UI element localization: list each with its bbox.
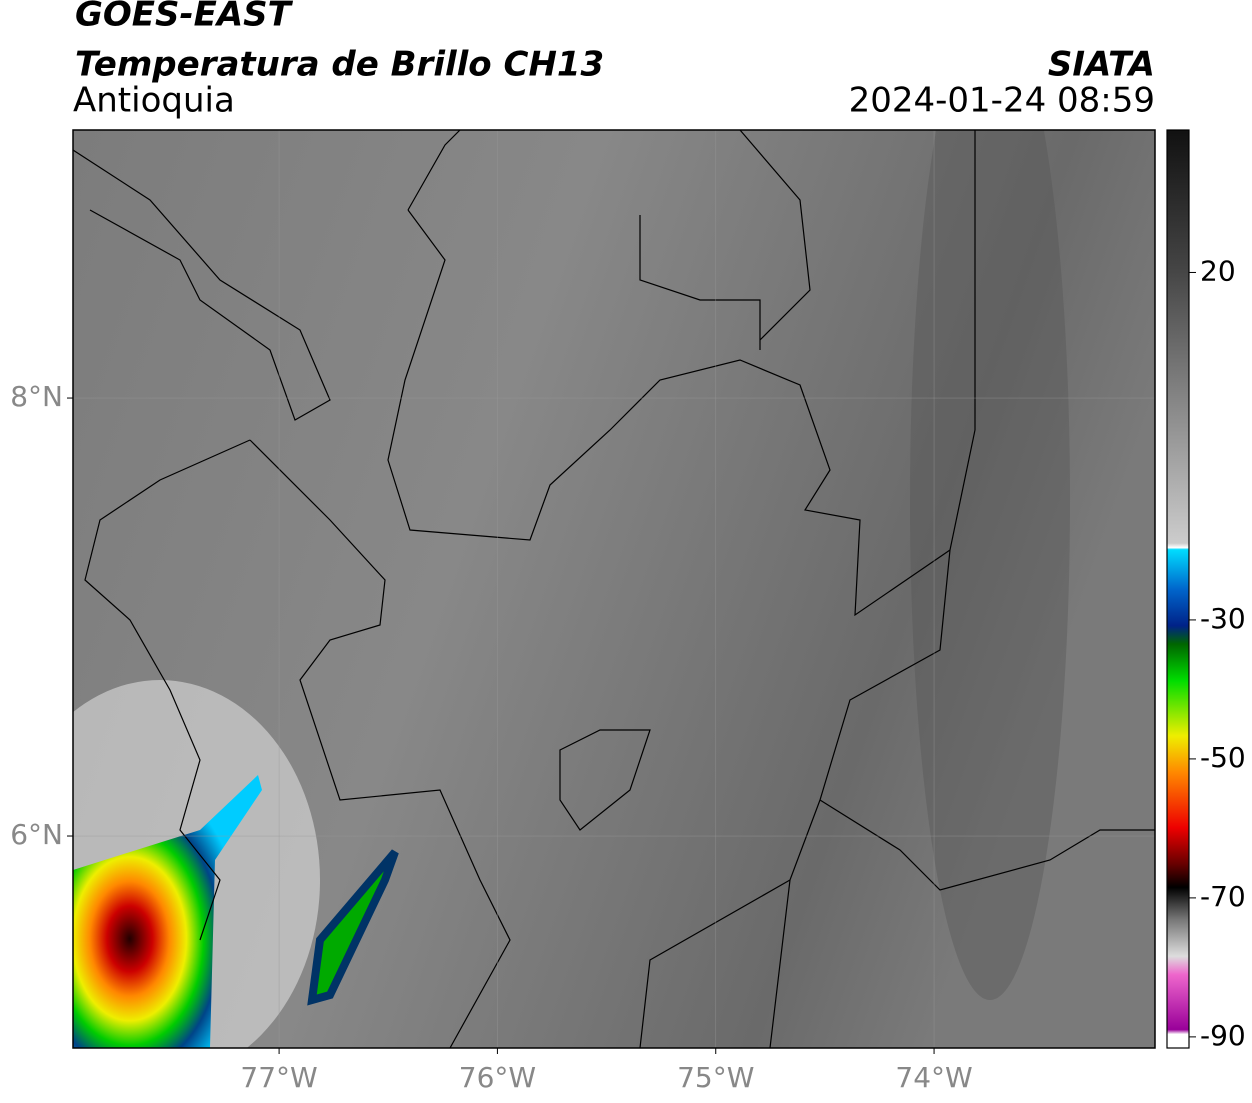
x-tick-label: 75°W [677,1061,754,1094]
grid [73,130,1155,1048]
colorbar [1166,129,1190,1049]
colorbar-tick-label: -30 [1200,602,1246,635]
x-tick-label: 76°W [459,1061,536,1094]
title: GOES-EAST [75,0,294,35]
boundaries [73,130,1155,1048]
map-frame [72,129,1156,1049]
y-tick-label: 8°N [10,380,63,413]
colorbar-tick-label: -90 [1200,1019,1246,1052]
x-tick-label: 77°W [240,1061,317,1094]
storm-cell [307,849,399,1006]
region: Antioquia [73,81,235,121]
colorbar-tick-label: -50 [1200,741,1246,774]
x-tick-label: 74°W [895,1061,972,1094]
y-tick-label: 6°N [10,818,63,851]
colorbar-tick-label: 20 [1200,254,1236,287]
map-image [73,130,1155,1048]
dark-region [910,130,1070,1000]
storm-cell [73,775,262,1048]
subtitle: Temperatura de Brillo CH13 [75,45,604,85]
source: SIATA [1048,45,1155,85]
colorbar-tick-label: -70 [1200,880,1246,913]
timestamp: 2024-01-24 08:59 [849,81,1155,121]
